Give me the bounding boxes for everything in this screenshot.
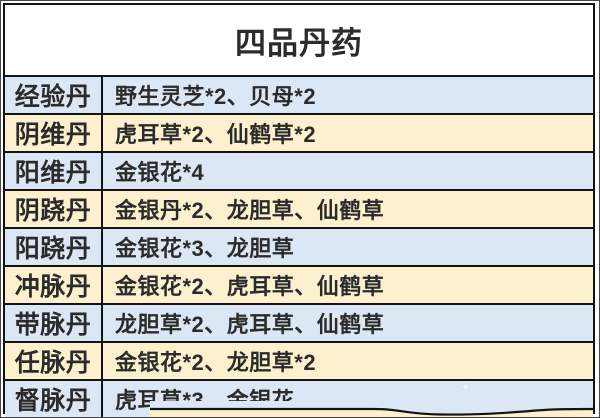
table-title-row: 四品丹药 bbox=[5, 5, 593, 77]
elixir-recipe-table: 四品丹药 经验丹 野生灵芝*2、贝母*2 阴维丹 虎耳草*2、仙鹤草*2 阳维丹… bbox=[3, 3, 595, 418]
elixir-ingredients-cell: 金银花*4 bbox=[115, 160, 205, 185]
elixir-name-cell: 阴跷丹 bbox=[5, 191, 103, 227]
table-body: 经验丹 野生灵芝*2、贝母*2 阴维丹 虎耳草*2、仙鹤草*2 阳维丹 金银花*… bbox=[5, 77, 593, 418]
table-row: 阳维丹 金银花*4 bbox=[5, 153, 593, 191]
elixir-ingredients-cell: 野生灵芝*2、贝母*2 bbox=[115, 84, 317, 109]
elixir-name-cell: 任脉丹 bbox=[5, 343, 103, 379]
elixir-ingredients-cell: 龙胆草*2、虎耳草、仙鹤草 bbox=[115, 312, 385, 337]
table-row: 经验丹 野生灵芝*2、贝母*2 bbox=[5, 77, 593, 115]
elixir-ingredients-cell: 金银花*3、龙胆草 bbox=[115, 236, 295, 261]
elixir-name-cell: 经验丹 bbox=[5, 77, 103, 113]
table-row: 冲脉丹 金银花*2、虎耳草、仙鹤草 bbox=[5, 267, 593, 305]
elixir-name-cell: 带脉丹 bbox=[5, 305, 103, 341]
elixir-name-cell: 督脉丹 bbox=[5, 381, 103, 417]
elixir-ingredients-cell: 虎耳草*2、仙鹤草*2 bbox=[115, 122, 317, 147]
table-row: 阳跷丹 金银花*3、龙胆草 bbox=[5, 229, 593, 267]
table-row: 带脉丹 龙胆草*2、虎耳草、仙鹤草 bbox=[5, 305, 593, 343]
table-row: 督脉丹 虎耳草*3、金银花 bbox=[5, 381, 593, 418]
table-row: 任脉丹 金银花*2、龙胆草*2 bbox=[5, 343, 593, 381]
elixir-name-cell: 阳跷丹 bbox=[5, 229, 103, 265]
table-row: 阴维丹 虎耳草*2、仙鹤草*2 bbox=[5, 115, 593, 153]
elixir-name-cell: 冲脉丹 bbox=[5, 267, 103, 303]
elixir-ingredients-cell: 金银丹*2、龙胆草、仙鹤草 bbox=[115, 198, 385, 223]
elixir-name-cell: 阳维丹 bbox=[5, 153, 103, 189]
elixir-name-cell: 阴维丹 bbox=[5, 115, 103, 151]
elixir-ingredients-cell: 金银花*2、龙胆草*2 bbox=[115, 350, 317, 375]
elixir-ingredients-cell: 虎耳草*3、金银花 bbox=[115, 388, 295, 413]
elixir-ingredients-cell: 金银花*2、虎耳草、仙鹤草 bbox=[115, 274, 385, 299]
table-title: 四品丹药 bbox=[235, 25, 363, 61]
table-row: 阴跷丹 金银丹*2、龙胆草、仙鹤草 bbox=[5, 191, 593, 229]
